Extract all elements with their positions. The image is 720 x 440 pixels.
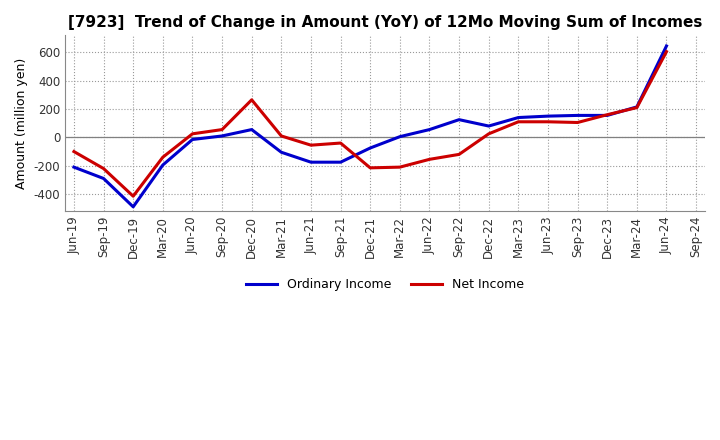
- Line: Net Income: Net Income: [74, 51, 667, 196]
- Ordinary Income: [188, 137, 197, 142]
- Line: Ordinary Income: Ordinary Income: [74, 46, 667, 207]
- Net Income: [514, 119, 523, 125]
- Net Income: [366, 165, 374, 170]
- Net Income: [217, 127, 226, 132]
- Net Income: [307, 143, 315, 148]
- Ordinary Income: [485, 123, 493, 128]
- Ordinary Income: [662, 43, 671, 48]
- Net Income: [70, 149, 78, 154]
- Net Income: [633, 105, 642, 110]
- Net Income: [395, 165, 404, 170]
- Legend: Ordinary Income, Net Income: Ordinary Income, Net Income: [241, 273, 528, 296]
- Ordinary Income: [307, 160, 315, 165]
- Net Income: [544, 119, 552, 125]
- Ordinary Income: [514, 115, 523, 120]
- Net Income: [573, 120, 582, 125]
- Ordinary Income: [336, 160, 345, 165]
- Ordinary Income: [70, 165, 78, 170]
- Net Income: [277, 133, 286, 139]
- Net Income: [188, 131, 197, 136]
- Ordinary Income: [366, 145, 374, 150]
- Net Income: [158, 154, 167, 160]
- Net Income: [485, 131, 493, 136]
- Ordinary Income: [633, 104, 642, 110]
- Title: [7923]  Trend of Change in Amount (YoY) of 12Mo Moving Sum of Incomes: [7923] Trend of Change in Amount (YoY) o…: [68, 15, 702, 30]
- Ordinary Income: [573, 113, 582, 118]
- Ordinary Income: [217, 133, 226, 139]
- Ordinary Income: [99, 176, 108, 181]
- Ordinary Income: [603, 113, 611, 118]
- Ordinary Income: [158, 162, 167, 168]
- Net Income: [662, 49, 671, 54]
- Ordinary Income: [455, 117, 464, 122]
- Net Income: [603, 112, 611, 117]
- Ordinary Income: [395, 134, 404, 139]
- Net Income: [99, 166, 108, 171]
- Net Income: [248, 97, 256, 103]
- Ordinary Income: [544, 114, 552, 119]
- Net Income: [455, 152, 464, 157]
- Ordinary Income: [248, 127, 256, 132]
- Net Income: [336, 140, 345, 146]
- Ordinary Income: [277, 150, 286, 155]
- Net Income: [129, 194, 138, 199]
- Net Income: [425, 157, 433, 162]
- Y-axis label: Amount (million yen): Amount (million yen): [15, 58, 28, 189]
- Ordinary Income: [425, 127, 433, 132]
- Ordinary Income: [129, 204, 138, 209]
